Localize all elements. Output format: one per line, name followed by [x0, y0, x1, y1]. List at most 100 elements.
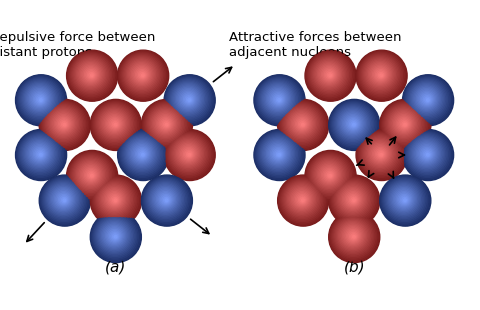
Circle shape: [16, 131, 65, 179]
Circle shape: [151, 109, 179, 137]
Circle shape: [127, 140, 156, 167]
Circle shape: [148, 183, 181, 216]
Circle shape: [101, 186, 127, 212]
Circle shape: [122, 135, 161, 173]
Circle shape: [330, 214, 376, 259]
Circle shape: [253, 75, 304, 126]
Circle shape: [44, 104, 83, 143]
Circle shape: [39, 99, 42, 101]
Circle shape: [278, 100, 326, 149]
Circle shape: [82, 65, 99, 83]
Circle shape: [342, 113, 362, 134]
Circle shape: [349, 232, 357, 240]
Circle shape: [150, 184, 180, 215]
Circle shape: [147, 106, 183, 141]
Circle shape: [60, 196, 68, 204]
Circle shape: [259, 80, 297, 118]
Circle shape: [342, 189, 362, 209]
Circle shape: [336, 184, 367, 215]
Circle shape: [292, 114, 310, 132]
Circle shape: [277, 100, 328, 150]
Circle shape: [107, 228, 122, 243]
Circle shape: [359, 132, 402, 176]
Circle shape: [307, 153, 351, 197]
Circle shape: [338, 109, 366, 137]
Circle shape: [143, 101, 189, 147]
Circle shape: [69, 52, 114, 98]
Circle shape: [166, 131, 212, 177]
Circle shape: [19, 132, 62, 176]
Circle shape: [168, 79, 209, 120]
Circle shape: [127, 60, 156, 88]
Circle shape: [280, 102, 324, 146]
Circle shape: [283, 106, 319, 141]
Circle shape: [260, 81, 295, 117]
Circle shape: [185, 150, 192, 158]
Circle shape: [103, 112, 125, 135]
Circle shape: [169, 80, 207, 118]
Circle shape: [422, 96, 430, 103]
Circle shape: [86, 170, 96, 180]
Circle shape: [167, 132, 210, 176]
Circle shape: [75, 159, 106, 190]
Circle shape: [260, 136, 295, 171]
Circle shape: [378, 73, 383, 78]
Circle shape: [360, 134, 400, 175]
Circle shape: [343, 114, 361, 132]
Circle shape: [92, 177, 138, 223]
Circle shape: [93, 178, 136, 221]
Circle shape: [53, 189, 73, 209]
Circle shape: [309, 54, 349, 95]
Circle shape: [384, 104, 422, 143]
Circle shape: [182, 148, 194, 160]
Circle shape: [414, 87, 437, 110]
Circle shape: [142, 100, 191, 149]
Circle shape: [119, 131, 167, 179]
Circle shape: [152, 111, 178, 136]
Circle shape: [39, 175, 90, 226]
Circle shape: [287, 185, 315, 213]
Circle shape: [157, 192, 173, 207]
Circle shape: [175, 86, 201, 112]
Circle shape: [373, 68, 386, 81]
Circle shape: [23, 82, 56, 115]
Circle shape: [118, 50, 168, 101]
Circle shape: [97, 219, 131, 252]
Circle shape: [407, 80, 445, 118]
Circle shape: [70, 53, 113, 97]
Circle shape: [274, 96, 282, 103]
Circle shape: [343, 227, 361, 245]
Circle shape: [262, 138, 293, 169]
Circle shape: [167, 78, 210, 121]
Circle shape: [79, 63, 102, 86]
Circle shape: [170, 136, 206, 171]
Circle shape: [120, 131, 165, 177]
Circle shape: [329, 100, 377, 149]
Circle shape: [63, 123, 66, 126]
Circle shape: [90, 175, 141, 226]
Circle shape: [27, 141, 52, 166]
Circle shape: [159, 193, 172, 206]
Circle shape: [186, 152, 191, 157]
Circle shape: [352, 123, 354, 126]
Circle shape: [346, 193, 359, 206]
Circle shape: [59, 194, 69, 205]
Circle shape: [285, 183, 318, 216]
Circle shape: [29, 89, 49, 109]
Circle shape: [268, 90, 287, 108]
Circle shape: [359, 53, 402, 97]
Circle shape: [93, 215, 136, 258]
Circle shape: [297, 119, 307, 129]
Circle shape: [131, 143, 152, 164]
Circle shape: [355, 50, 406, 101]
Circle shape: [352, 236, 354, 238]
Circle shape: [74, 158, 107, 191]
Circle shape: [340, 112, 363, 135]
Circle shape: [71, 154, 111, 195]
Circle shape: [17, 77, 63, 123]
Circle shape: [126, 59, 156, 90]
Circle shape: [288, 186, 314, 212]
Circle shape: [384, 180, 422, 219]
Circle shape: [364, 59, 395, 90]
Circle shape: [92, 101, 138, 147]
